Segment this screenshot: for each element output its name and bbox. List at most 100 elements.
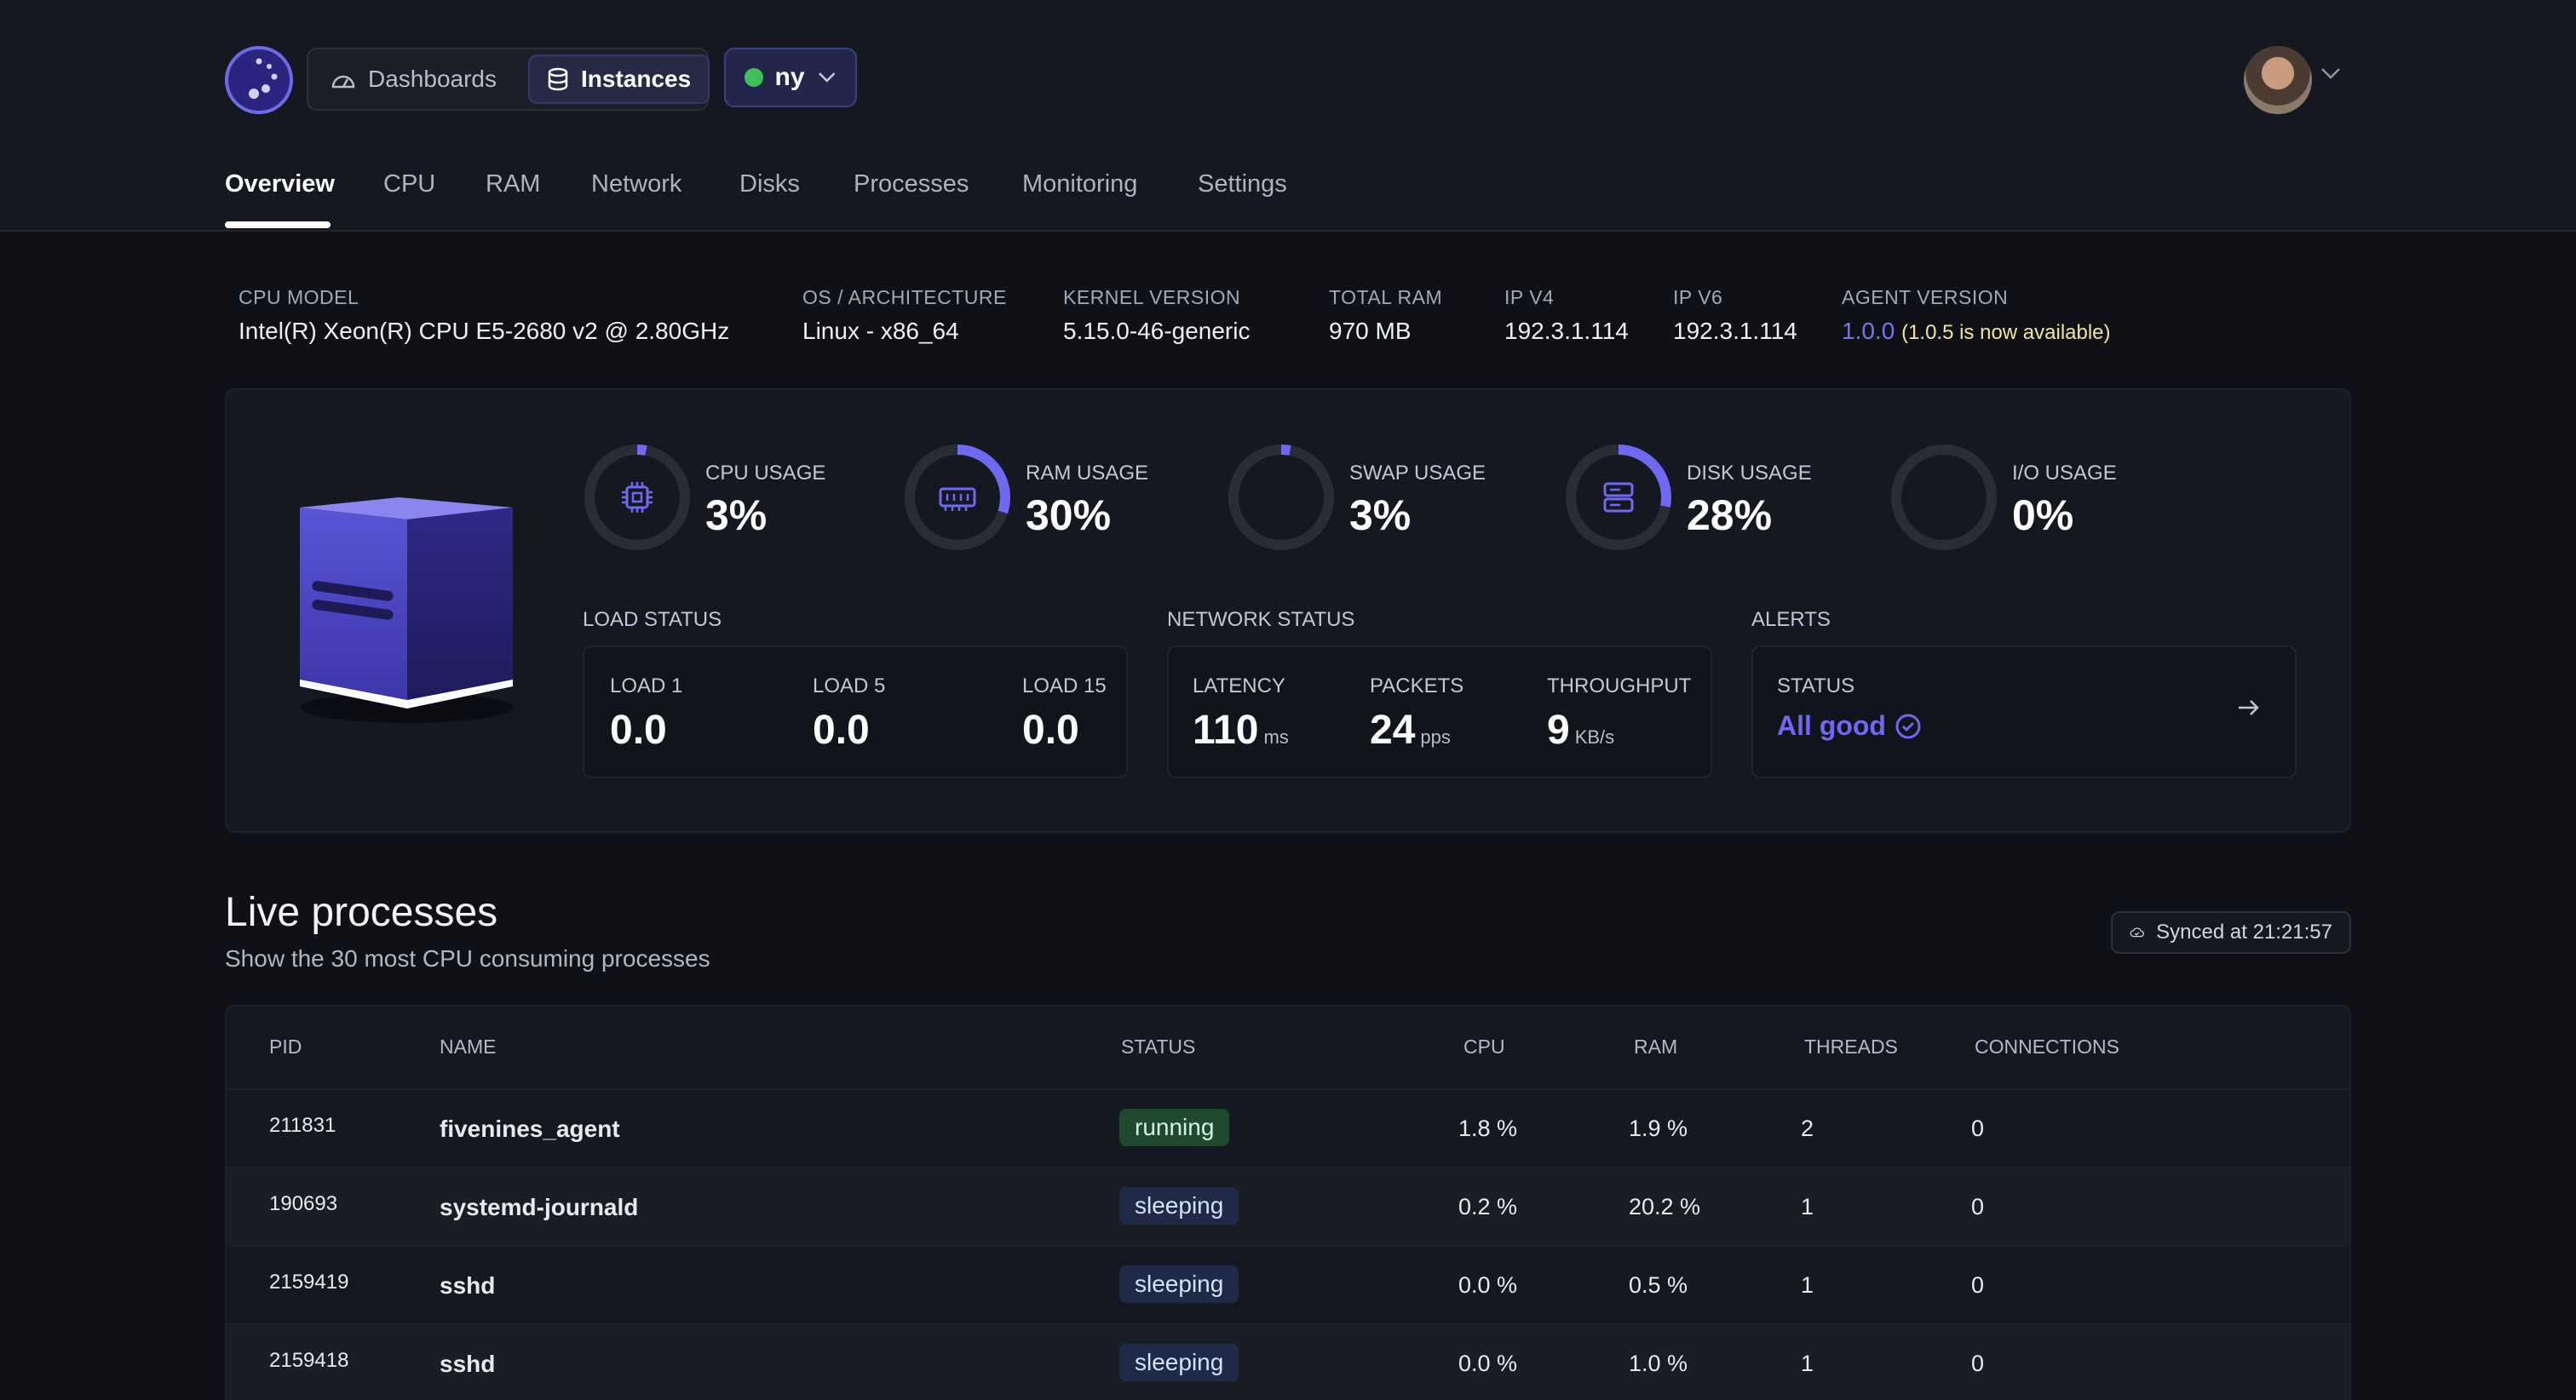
pid-cell: 2159418 <box>269 1349 349 1372</box>
cpu-usage-ring <box>584 445 690 550</box>
synced-text: Synced at 21:21:57 <box>2156 921 2332 944</box>
avatar[interactable] <box>2244 46 2312 114</box>
column-header-connections[interactable]: CONNECTIONS <box>1975 1036 2119 1058</box>
load5-cell: LOAD 5 0.0 <box>813 674 885 754</box>
load15-value: 0.0 <box>1022 708 1079 753</box>
tab-ram[interactable]: RAM <box>486 170 541 198</box>
agent-version-link[interactable]: 1.0.0 <box>1842 318 1895 344</box>
ram-cell: 1.9 % <box>1629 1116 1688 1141</box>
column-header-pid[interactable]: PID <box>269 1036 302 1058</box>
load5-value: 0.0 <box>813 708 870 753</box>
info-label: IP V6 <box>1673 286 1723 308</box>
threads-cell: 1 <box>1801 1194 1814 1219</box>
table-row[interactable]: 2159418 sshd sleeping 0.0 % 1.0 % 1 0 <box>227 1323 2349 1400</box>
packets-label: PACKETS <box>1370 674 1464 697</box>
info-ipv4: IP V4 192.3.1.114 <box>1504 286 1629 345</box>
threads-cell: 1 <box>1801 1272 1814 1298</box>
cpu-cell: 0.2 % <box>1458 1194 1518 1219</box>
dashboards-button[interactable]: Dashboards <box>313 55 514 104</box>
info-value: Linux - x86_64 <box>802 318 959 344</box>
io-usage-ring <box>1891 445 1997 550</box>
server-box-illustration <box>300 497 514 723</box>
processes-table: PID NAME STATUS CPU RAM THREADS CONNECTI… <box>225 1005 2351 1400</box>
latency-unit: ms <box>1263 726 1289 748</box>
connections-cell: 0 <box>1971 1116 1985 1141</box>
threads-cell: 2 <box>1801 1116 1814 1141</box>
table-row[interactable]: 2159419 sshd sleeping 0.0 % 0.5 % 1 0 <box>227 1245 2349 1323</box>
update-available-note[interactable]: (1.0.5 is now available) <box>1901 321 2111 344</box>
pid-cell: 2159419 <box>269 1271 349 1294</box>
threads-cell: 1 <box>1801 1351 1814 1376</box>
disk-usage-ring <box>1566 445 1671 550</box>
table-row[interactable]: 211831 fivenines_agent running 1.8 % 1.9… <box>227 1088 2349 1167</box>
column-header-threads[interactable]: THREADS <box>1804 1036 1898 1058</box>
active-tab-indicator <box>225 221 331 228</box>
info-label: TOTAL RAM <box>1329 286 1443 308</box>
info-cpu-model: CPU MODEL Intel(R) Xeon(R) CPU E5-2680 v… <box>239 286 729 345</box>
column-header-ram[interactable]: RAM <box>1634 1036 1678 1058</box>
latency-value: 110 <box>1193 708 1259 753</box>
info-label: AGENT VERSION <box>1842 286 2009 308</box>
load-status-title: LOAD STATUS <box>583 608 722 631</box>
cpu-usage-label: CPU USAGE <box>705 462 826 485</box>
connections-cell: 0 <box>1971 1351 1985 1376</box>
io-usage-value: 0% <box>2012 491 2074 539</box>
synced-badge: Synced at 21:21:57 <box>2111 911 2351 954</box>
info-kernel: KERNEL VERSION 5.15.0-46-generic <box>1063 286 1250 345</box>
instance-selector-value: ny <box>774 63 805 91</box>
tab-network[interactable]: Network <box>591 170 682 198</box>
load1-label: LOAD 1 <box>610 674 683 697</box>
table-header: PID NAME STATUS CPU RAM THREADS CONNECTI… <box>227 1007 2349 1088</box>
alerts-panel[interactable]: STATUS All good <box>1751 645 2297 778</box>
ipv6-link[interactable]: 192.3.1.114 <box>1673 318 1797 344</box>
tab-processes[interactable]: Processes <box>854 170 969 198</box>
tab-settings[interactable]: Settings <box>1198 170 1287 198</box>
server-drive-icon <box>1603 482 1634 513</box>
ram-cell: 0.5 % <box>1629 1272 1688 1298</box>
latency-cell: LATENCY 110 ms <box>1193 674 1289 754</box>
packets-value: 24 <box>1370 708 1416 753</box>
disk-usage-label: DISK USAGE <box>1687 462 1812 485</box>
info-label: CPU MODEL <box>239 286 359 308</box>
ipv4-link[interactable]: 192.3.1.114 <box>1504 318 1629 344</box>
top-bar: Dashboards Instances ny Overview CPU RAM… <box>0 0 2576 232</box>
info-label: IP V4 <box>1504 286 1555 308</box>
info-label: OS / ARCHITECTURE <box>802 286 1007 308</box>
status-badge: sleeping <box>1119 1187 1239 1225</box>
ram-cell: 20.2 % <box>1629 1194 1701 1219</box>
io-usage-label: I/O USAGE <box>2012 462 2117 485</box>
packets-cell: PACKETS 24 pps <box>1370 674 1463 754</box>
instances-button[interactable]: Instances <box>528 55 710 104</box>
load5-label: LOAD 5 <box>813 674 886 697</box>
load-status-panel: LOAD 1 0.0 LOAD 5 0.0 LOAD 15 0.0 <box>583 645 1128 778</box>
column-header-cpu[interactable]: CPU <box>1463 1036 1505 1058</box>
table-row[interactable]: 190693 systemd-journald sleeping 0.2 % 2… <box>227 1167 2349 1245</box>
alert-status-value: All good <box>1777 710 1886 741</box>
tab-monitoring[interactable]: Monitoring <box>1022 170 1138 198</box>
arrow-right-icon[interactable] <box>2235 695 2261 720</box>
info-value: 5.15.0-46-generic <box>1063 318 1251 344</box>
alert-status-label: STATUS <box>1777 674 1855 697</box>
pid-cell: 190693 <box>269 1192 338 1215</box>
name-cell: fivenines_agent <box>440 1116 620 1142</box>
instance-selector[interactable]: ny <box>724 48 857 107</box>
network-status-panel: LATENCY 110 ms PACKETS 24 pps THROUGHPUT 9… <box>1167 645 1712 778</box>
instances-label: Instances <box>581 66 692 92</box>
app-logo-icon[interactable] <box>225 46 293 114</box>
cpu-cell: 0.0 % <box>1458 1351 1518 1376</box>
status-badge: running <box>1119 1109 1230 1146</box>
cpu-cell: 1.8 % <box>1458 1116 1518 1141</box>
chevron-down-icon[interactable] <box>2319 65 2343 82</box>
tab-disks[interactable]: Disks <box>739 170 800 198</box>
alert-status-cell: STATUS All good <box>1777 674 1922 742</box>
load15-cell: LOAD 15 0.0 <box>1022 674 1107 754</box>
ram-cell: 1.0 % <box>1629 1351 1688 1376</box>
column-header-status[interactable]: STATUS <box>1121 1036 1196 1058</box>
tab-overview[interactable]: Overview <box>225 170 335 198</box>
throughput-label: THROUGHPUT <box>1547 674 1692 697</box>
column-header-name[interactable]: NAME <box>440 1036 497 1058</box>
tab-cpu[interactable]: CPU <box>383 170 436 198</box>
disk-usage-value: 28% <box>1687 491 1773 539</box>
pid-cell: 211831 <box>269 1114 336 1137</box>
network-status-title: NETWORK STATUS <box>1167 608 1355 631</box>
